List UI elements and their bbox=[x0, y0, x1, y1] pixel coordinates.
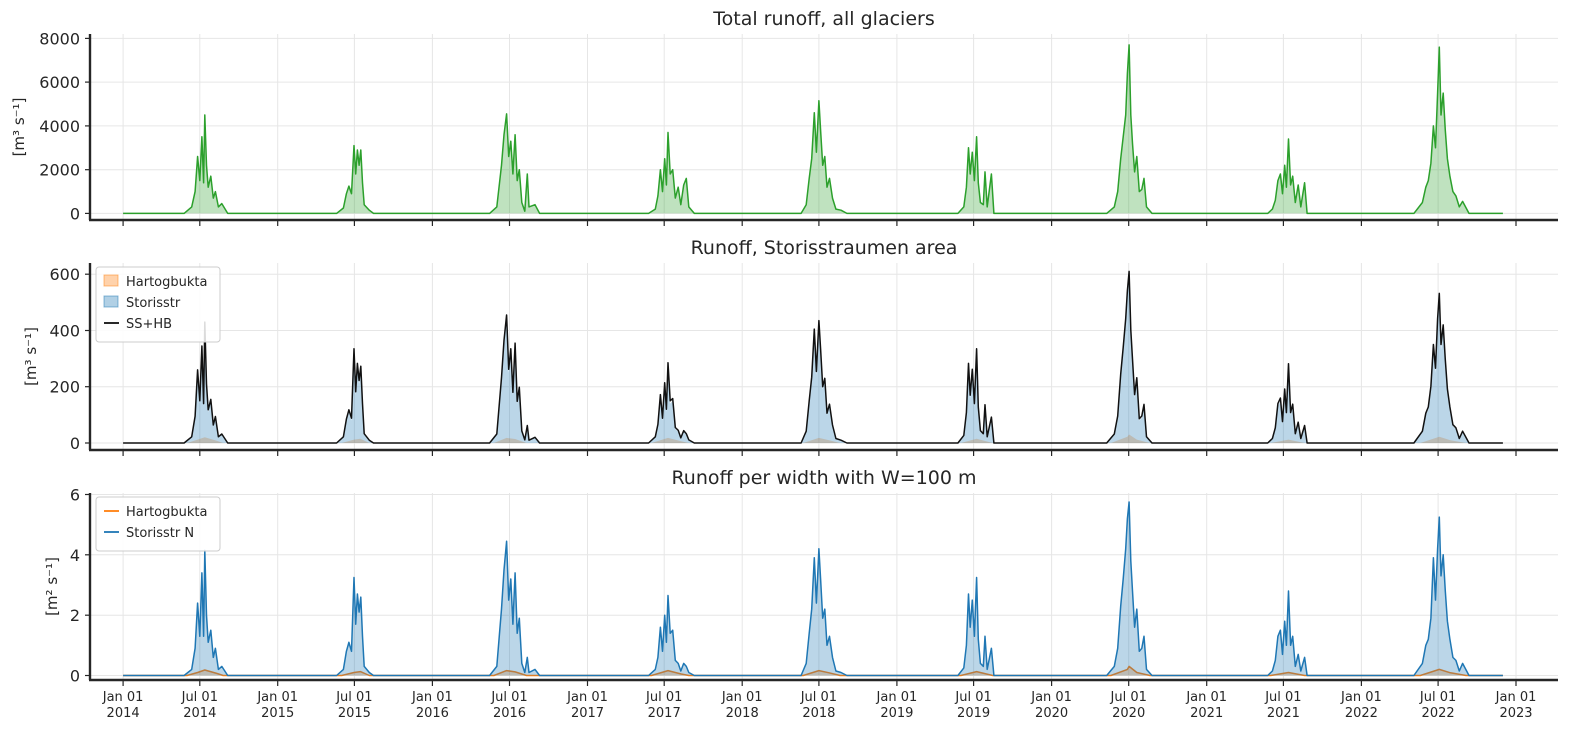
x-tick-label-0: Jan 01 bbox=[102, 690, 144, 705]
x-tick-year-16: 2022 bbox=[1345, 706, 1378, 721]
series-line-ss-hb-2 bbox=[123, 270, 1503, 444]
x-tick-year-8: 2018 bbox=[726, 706, 759, 721]
panel-1-series bbox=[123, 44, 1503, 215]
panel-1-title: Total runoff, all glaciers bbox=[712, 8, 934, 30]
y-tick-label-0: 0 bbox=[70, 434, 80, 453]
panel-3-title: Runoff per width with W=100 m bbox=[671, 467, 976, 489]
x-tick-label-12: Jan 01 bbox=[1030, 690, 1072, 705]
y-tick-label-2: 4000 bbox=[39, 117, 80, 136]
x-tick-year-9: 2018 bbox=[802, 706, 835, 721]
x-tick-label-7: Jul 01 bbox=[645, 690, 682, 705]
x-tick-label-11: Jul 01 bbox=[954, 690, 991, 705]
legend-box bbox=[95, 496, 221, 552]
panel-2-series bbox=[123, 270, 1503, 444]
y-tick-label-1: 2000 bbox=[39, 161, 80, 180]
y-tick-label-1: 200 bbox=[49, 378, 80, 397]
panel-1-axes: 0 2000 4000 6000 8000 bbox=[39, 29, 1558, 226]
x-tick-year-15: 2021 bbox=[1267, 706, 1300, 721]
legend-label-0: Hartogbukta bbox=[126, 505, 207, 520]
panel-2-title: Runoff, Storisstraumen area bbox=[691, 237, 958, 259]
x-tick-label-15: Jul 01 bbox=[1264, 690, 1301, 705]
y-tick-label-3: 6 bbox=[70, 486, 80, 505]
legend-swatch-1 bbox=[103, 295, 119, 308]
y-tick-label-1: 2 bbox=[70, 606, 80, 625]
series-line-storisstr-n-1 bbox=[123, 501, 1503, 677]
panel-2-axes: 0 200 400 600 bbox=[49, 263, 1558, 456]
y-tick-label-0: 0 bbox=[70, 667, 80, 686]
x-tick-label-16: Jan 01 bbox=[1340, 690, 1382, 705]
panel-total-runoff: 0 2000 4000 6000 8000 Total runoff, all glac… bbox=[10, 8, 1558, 226]
panel-storisstraumen-area: 0 200 400 600 Runoff, Storisstraumen area [… bbox=[22, 237, 1558, 456]
series-area-hartogbukta-0 bbox=[123, 434, 1503, 443]
panel-3-series bbox=[123, 501, 1503, 677]
x-tick-year-17: 2022 bbox=[1422, 706, 1455, 721]
x-tick-year-0: 2014 bbox=[107, 706, 140, 721]
legend-label-1: Storisstr N bbox=[126, 526, 194, 541]
x-tick-label-3: Jul 01 bbox=[335, 690, 372, 705]
series-line-series-0 bbox=[123, 44, 1503, 215]
x-tick-label-13: Jul 01 bbox=[1110, 690, 1147, 705]
x-tick-label-9: Jul 01 bbox=[800, 690, 837, 705]
x-tick-label-8: Jan 01 bbox=[721, 690, 763, 705]
x-tick-year-11: 2019 bbox=[957, 706, 990, 721]
series-line-hartogbukta-0 bbox=[123, 665, 1503, 677]
x-tick-year-4: 2016 bbox=[416, 706, 449, 721]
x-tick-label-2: Jan 01 bbox=[256, 690, 298, 705]
x-tick-label-1: Jul 01 bbox=[181, 690, 218, 705]
series-area-series-0 bbox=[123, 44, 1503, 214]
x-tick-label-18: Jan 01 bbox=[1495, 690, 1537, 705]
y-tick-label-3: 600 bbox=[49, 265, 80, 284]
x-tick-year-12: 2020 bbox=[1035, 706, 1068, 721]
x-tick-label-5: Jul 01 bbox=[490, 690, 527, 705]
panel-3-ylabel: [m² s⁻¹] bbox=[43, 557, 61, 616]
x-tick-label-14: Jan 01 bbox=[1185, 690, 1227, 705]
legend-swatch-0 bbox=[103, 274, 119, 287]
x-tick-year-6: 2017 bbox=[571, 706, 604, 721]
x-tick-year-18: 2023 bbox=[1499, 706, 1532, 721]
legend-label-0: Hartogbukta bbox=[126, 275, 207, 290]
x-tick-year-14: 2021 bbox=[1190, 706, 1223, 721]
x-tick-year-10: 2019 bbox=[880, 706, 913, 721]
panel-1-grid bbox=[90, 34, 1558, 220]
y-tick-label-0: 0 bbox=[70, 204, 80, 223]
x-tick-year-13: 2020 bbox=[1112, 706, 1145, 721]
panel-1-ylabel: [m³ s⁻¹] bbox=[10, 98, 28, 157]
panel-2-legend: Hartogbukta Storisstr SS+HB bbox=[95, 266, 221, 343]
y-tick-label-2: 400 bbox=[49, 322, 80, 341]
x-tick-label-10: Jan 01 bbox=[876, 690, 918, 705]
x-tick-year-5: 2016 bbox=[493, 706, 526, 721]
x-tick-label-6: Jan 01 bbox=[566, 690, 608, 705]
panel-2-ylabel: [m³ s⁻¹] bbox=[22, 327, 40, 386]
legend-label-1: Storisstr bbox=[126, 296, 181, 311]
x-tick-year-2: 2015 bbox=[261, 706, 294, 721]
x-tick-label-17: Jul 01 bbox=[1419, 690, 1456, 705]
x-tick-year-1: 2014 bbox=[183, 706, 216, 721]
panel-3-legend: Hartogbukta Storisstr N bbox=[95, 496, 221, 552]
x-tick-year-7: 2017 bbox=[648, 706, 681, 721]
series-area-hartogbukta-0 bbox=[123, 666, 1503, 676]
x-tick-label-4: Jan 01 bbox=[411, 690, 453, 705]
legend-box bbox=[95, 266, 221, 343]
legend-label-2: SS+HB bbox=[126, 317, 172, 332]
x-tick-year-3: 2015 bbox=[338, 706, 371, 721]
y-tick-label-2: 4 bbox=[70, 546, 80, 565]
y-tick-label-4: 8000 bbox=[39, 29, 80, 48]
y-tick-label-3: 6000 bbox=[39, 73, 80, 92]
